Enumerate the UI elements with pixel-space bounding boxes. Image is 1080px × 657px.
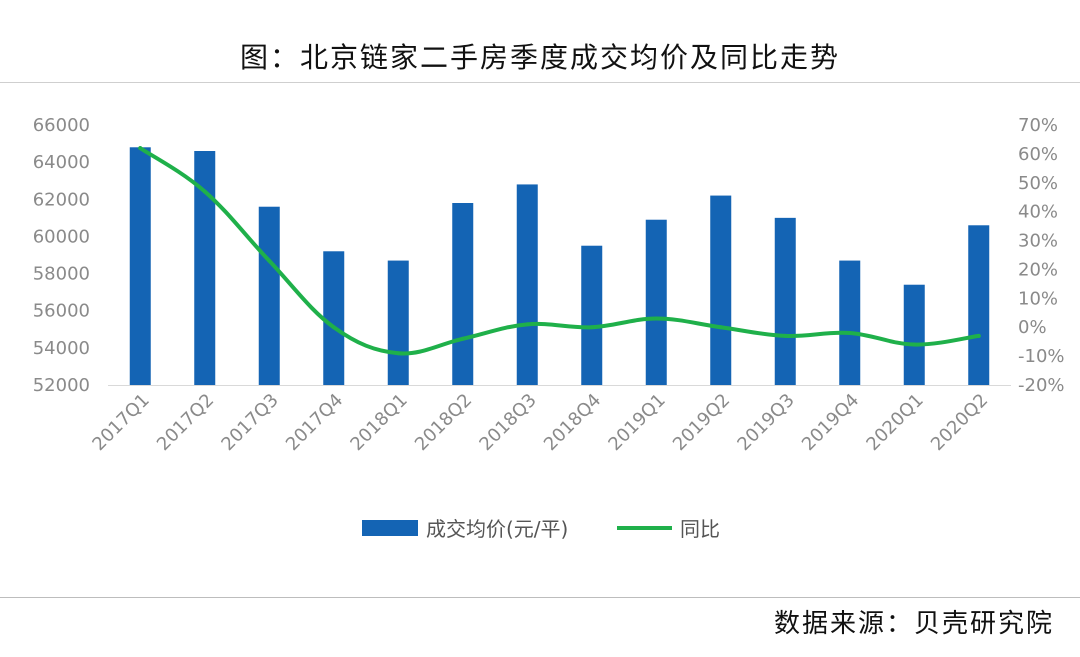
yoy-point-2019Q4 (847, 331, 852, 335)
bar-2017Q3 (258, 206, 280, 385)
x-tick-label: 2020Q1 (862, 390, 927, 455)
y-left-tick-label: 62000 (33, 189, 90, 210)
x-tick-label: 2017Q4 (282, 390, 347, 455)
y-right-tick-label: 40% (1018, 202, 1058, 223)
bar-2018Q3 (516, 184, 538, 385)
y-right-tick-label: 10% (1018, 288, 1058, 309)
x-tick-label: 2018Q4 (540, 390, 605, 455)
bar-2019Q4 (839, 260, 861, 385)
x-tick-label: 2017Q3 (217, 390, 282, 455)
yoy-point-2018Q3 (525, 322, 530, 327)
y-right-tick-label: 70% (1018, 115, 1058, 136)
x-tick-label: 2017Q2 (153, 390, 218, 455)
chart-title: 图：北京链家二手房季度成交均价及同比走势 (239, 41, 840, 74)
top-divider (0, 82, 1080, 83)
bar-2020Q1 (903, 284, 925, 385)
yoy-point-2017Q2 (202, 189, 207, 194)
y-right-tick-label: 30% (1018, 231, 1058, 252)
bar-2017Q2 (194, 151, 216, 385)
yoy-point-2017Q1 (138, 146, 143, 151)
yoy-point-2019Q3 (783, 333, 788, 338)
yoy-point-2019Q2 (718, 325, 723, 330)
bottom-divider (0, 597, 1080, 598)
bar-2018Q1 (387, 260, 409, 385)
bar-2020Q2 (968, 225, 990, 385)
y-left-tick-label: 52000 (33, 375, 90, 396)
x-tick-label: 2019Q3 (733, 390, 798, 455)
x-tick-label: 2019Q2 (669, 390, 734, 455)
y-left-tick-label: 64000 (33, 152, 90, 173)
bar-2018Q2 (452, 203, 474, 385)
yoy-point-2017Q3 (267, 258, 272, 263)
y-left-tick-label: 58000 (33, 264, 90, 285)
y-left-tick-label: 56000 (33, 301, 90, 322)
y-right-tick-label: 60% (1018, 144, 1058, 165)
x-tick-label: 2017Q1 (88, 390, 153, 455)
legend-line-label: 同比 (680, 517, 720, 541)
y-left-tick-label: 66000 (33, 115, 90, 136)
bar-2017Q1 (129, 147, 151, 385)
y-right-tick-label: 20% (1018, 259, 1058, 280)
yoy-point-2020Q1 (912, 342, 917, 347)
legend-bar-label: 成交均价(元/平) (426, 517, 568, 541)
x-tick-label: 2020Q2 (927, 390, 992, 455)
yoy-point-2019Q1 (654, 316, 659, 321)
bar-2017Q4 (323, 251, 345, 385)
y-left-tick-label: 54000 (33, 338, 90, 359)
yoy-point-2018Q1 (396, 351, 401, 356)
bar-2019Q3 (774, 217, 796, 385)
y-right-tick-label: 50% (1018, 173, 1058, 194)
x-tick-label: 2019Q4 (798, 390, 863, 455)
x-tick-label: 2018Q1 (346, 390, 411, 455)
x-tick-label: 2019Q1 (604, 390, 669, 455)
yoy-point-2017Q4 (331, 325, 336, 330)
y-right-tick-label: -20% (1018, 375, 1065, 396)
y-right-tick-label: -10% (1018, 346, 1065, 367)
yoy-point-2020Q2 (976, 333, 981, 338)
y-right-tick-label: 0% (1018, 317, 1047, 338)
legend-bar-swatch (362, 520, 418, 536)
x-tick-label: 2018Q2 (411, 390, 476, 455)
bar-2018Q4 (581, 245, 603, 385)
bar-2019Q2 (710, 195, 732, 385)
x-tick-label: 2018Q3 (475, 390, 540, 455)
source-note: 数据来源：贝壳研究院 (773, 609, 1054, 639)
bar-2019Q1 (645, 219, 667, 385)
yoy-point-2018Q2 (460, 336, 465, 341)
y-left-tick-label: 60000 (33, 226, 90, 247)
yoy-point-2018Q4 (589, 325, 594, 330)
